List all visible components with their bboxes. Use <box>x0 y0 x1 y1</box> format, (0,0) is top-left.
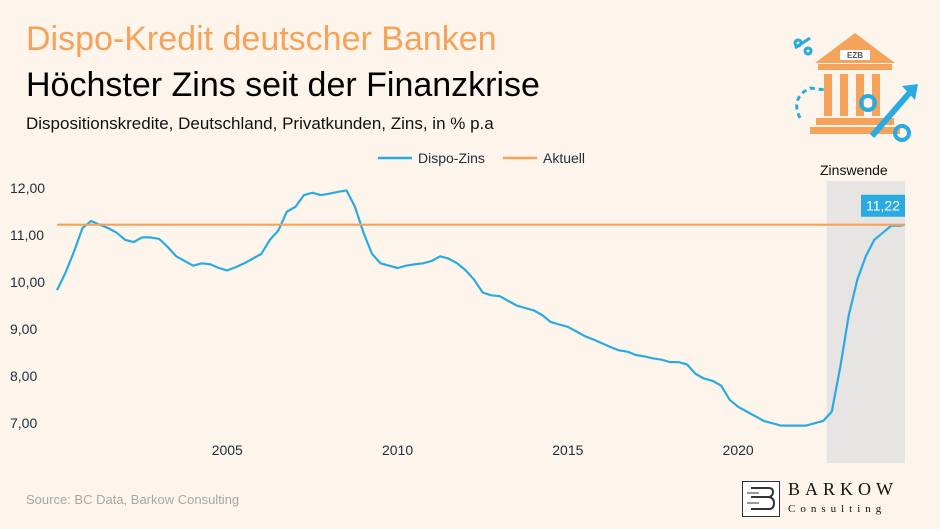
y-tick-label: 7,00 <box>10 415 37 431</box>
x-tick-label: 2015 <box>552 442 583 458</box>
legend-label: Dispo-Zins <box>418 150 485 166</box>
legend-label: Aktuell <box>543 150 585 166</box>
y-tick-label: 12,00 <box>10 180 45 196</box>
chart-title: Dispo-Kredit deutscher Banken <box>26 20 497 58</box>
x-tick-label: 2005 <box>212 442 243 458</box>
highlight-caption: Zinswende <box>820 162 888 178</box>
x-tick-label: 2010 <box>382 442 413 458</box>
y-tick-label: 8,00 <box>10 368 37 384</box>
chart-subtitle: Dispositionskredite, Deutschland, Privat… <box>26 114 494 133</box>
logo-word-barkow: BARKOW <box>788 479 898 499</box>
value-badge <box>861 194 905 217</box>
series-line-dispo-zins <box>56 189 906 427</box>
value-badge-label: 11,22 <box>866 198 900 214</box>
source-note: Source: BC Data, Barkow Consulting <box>26 492 240 507</box>
logo-mark <box>742 481 780 517</box>
barkow-logo: BARKOW Consulting <box>742 479 922 519</box>
central-bank-interest-rate-icon: EZB <box>793 33 918 142</box>
y-tick-label: 9,00 <box>10 321 37 337</box>
ezb-sign-text: EZB <box>847 51 863 60</box>
ezb-sign <box>840 50 870 60</box>
highlight-band <box>826 181 905 463</box>
x-tick-label: 2020 <box>723 442 754 458</box>
chart-headline: Höchster Zins seit der Finanzkrise <box>26 66 540 104</box>
logo-word-consulting: Consulting <box>788 503 887 515</box>
y-tick-label: 11,00 <box>10 227 44 243</box>
y-tick-label: 10,00 <box>10 274 45 290</box>
